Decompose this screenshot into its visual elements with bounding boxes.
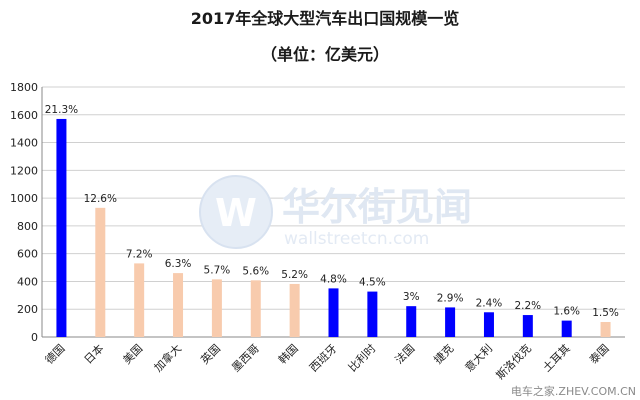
y-tick-label: 1000 xyxy=(10,192,38,205)
y-tick-label: 0 xyxy=(31,331,38,344)
bar xyxy=(483,312,494,337)
data-label: 1.6% xyxy=(553,306,580,318)
watermark: W 华尔街见闻 wallstreetcn.com xyxy=(199,175,472,249)
data-label: 2.9% xyxy=(437,292,464,304)
source-watermark: 电车之家.ZHEV.COM.CN xyxy=(511,384,636,398)
x-tick-label: 日本 xyxy=(81,341,106,366)
x-tick-label: 土耳其 xyxy=(540,342,573,375)
data-label: 5.6% xyxy=(242,265,269,277)
data-label: 7.2% xyxy=(126,248,153,260)
data-label: 4.5% xyxy=(359,277,386,289)
chart-subtitle: （单位：亿美元） xyxy=(261,45,389,64)
data-label: 2.4% xyxy=(476,297,503,309)
data-label: 2.2% xyxy=(514,300,541,312)
bar xyxy=(445,307,456,337)
y-tick-label: 1400 xyxy=(10,137,38,150)
x-tick-label: 韩国 xyxy=(275,341,300,366)
watermark-logo-icon xyxy=(199,175,273,249)
bar xyxy=(173,273,184,337)
bars xyxy=(56,118,611,337)
data-label: 12.6% xyxy=(84,193,117,205)
x-tick-label: 英国 xyxy=(198,341,223,366)
bar xyxy=(522,315,533,337)
y-tick-label: 200 xyxy=(17,303,38,316)
data-label: 4.8% xyxy=(320,273,347,285)
x-tick-label: 法国 xyxy=(392,341,417,366)
bar xyxy=(600,322,611,337)
bar xyxy=(289,283,300,337)
data-label: 3% xyxy=(403,291,420,303)
x-tick-label: 德国 xyxy=(42,341,67,366)
watermark-brand-en: wallstreetcn.com xyxy=(284,229,429,249)
data-label: 6.3% xyxy=(165,258,192,270)
x-tick-label: 美国 xyxy=(121,342,146,367)
y-tick-label: 400 xyxy=(17,275,38,288)
data-labels: 21.3% 12.6% 7.2% 6.3% 5.7% 5.6% 5.2% 4.8% 4.5% 3%… xyxy=(45,104,619,319)
x-tick-label: 泰国 xyxy=(586,341,611,366)
x-tick-label: 意大利 xyxy=(462,341,495,374)
x-tick-label: 捷克 xyxy=(431,341,456,366)
bar xyxy=(56,118,67,337)
bar xyxy=(250,280,261,337)
data-label: 1.5% xyxy=(592,307,619,319)
y-tick-label: 1800 xyxy=(10,81,38,94)
bar xyxy=(406,306,417,337)
x-tick-label: 斯洛伐克 xyxy=(493,341,534,382)
watermark-brand-cn: 华尔街见闻 xyxy=(282,185,472,229)
bar xyxy=(328,288,339,337)
bar xyxy=(561,320,572,337)
x-tick-label: 西班牙 xyxy=(307,342,340,375)
data-label: 5.2% xyxy=(281,269,308,281)
watermark-logo-letter: W xyxy=(215,191,257,235)
bar xyxy=(211,279,222,337)
bar xyxy=(95,207,106,337)
x-tick-label: 加拿大 xyxy=(151,341,184,374)
x-tick-label: 比利时 xyxy=(346,342,379,375)
bar xyxy=(367,291,378,337)
y-tick-label: 800 xyxy=(17,220,38,233)
chart-title: 2017年全球大型汽车出口国规模一览 xyxy=(191,9,460,28)
x-tick-label: 墨西哥 xyxy=(229,342,262,375)
y-tick-label: 1600 xyxy=(10,109,38,122)
data-label: 21.3% xyxy=(45,104,78,116)
y-tick-label: 600 xyxy=(17,248,38,261)
y-tick-label: 1200 xyxy=(10,164,38,177)
data-label: 5.7% xyxy=(204,264,231,276)
bar xyxy=(134,263,145,337)
